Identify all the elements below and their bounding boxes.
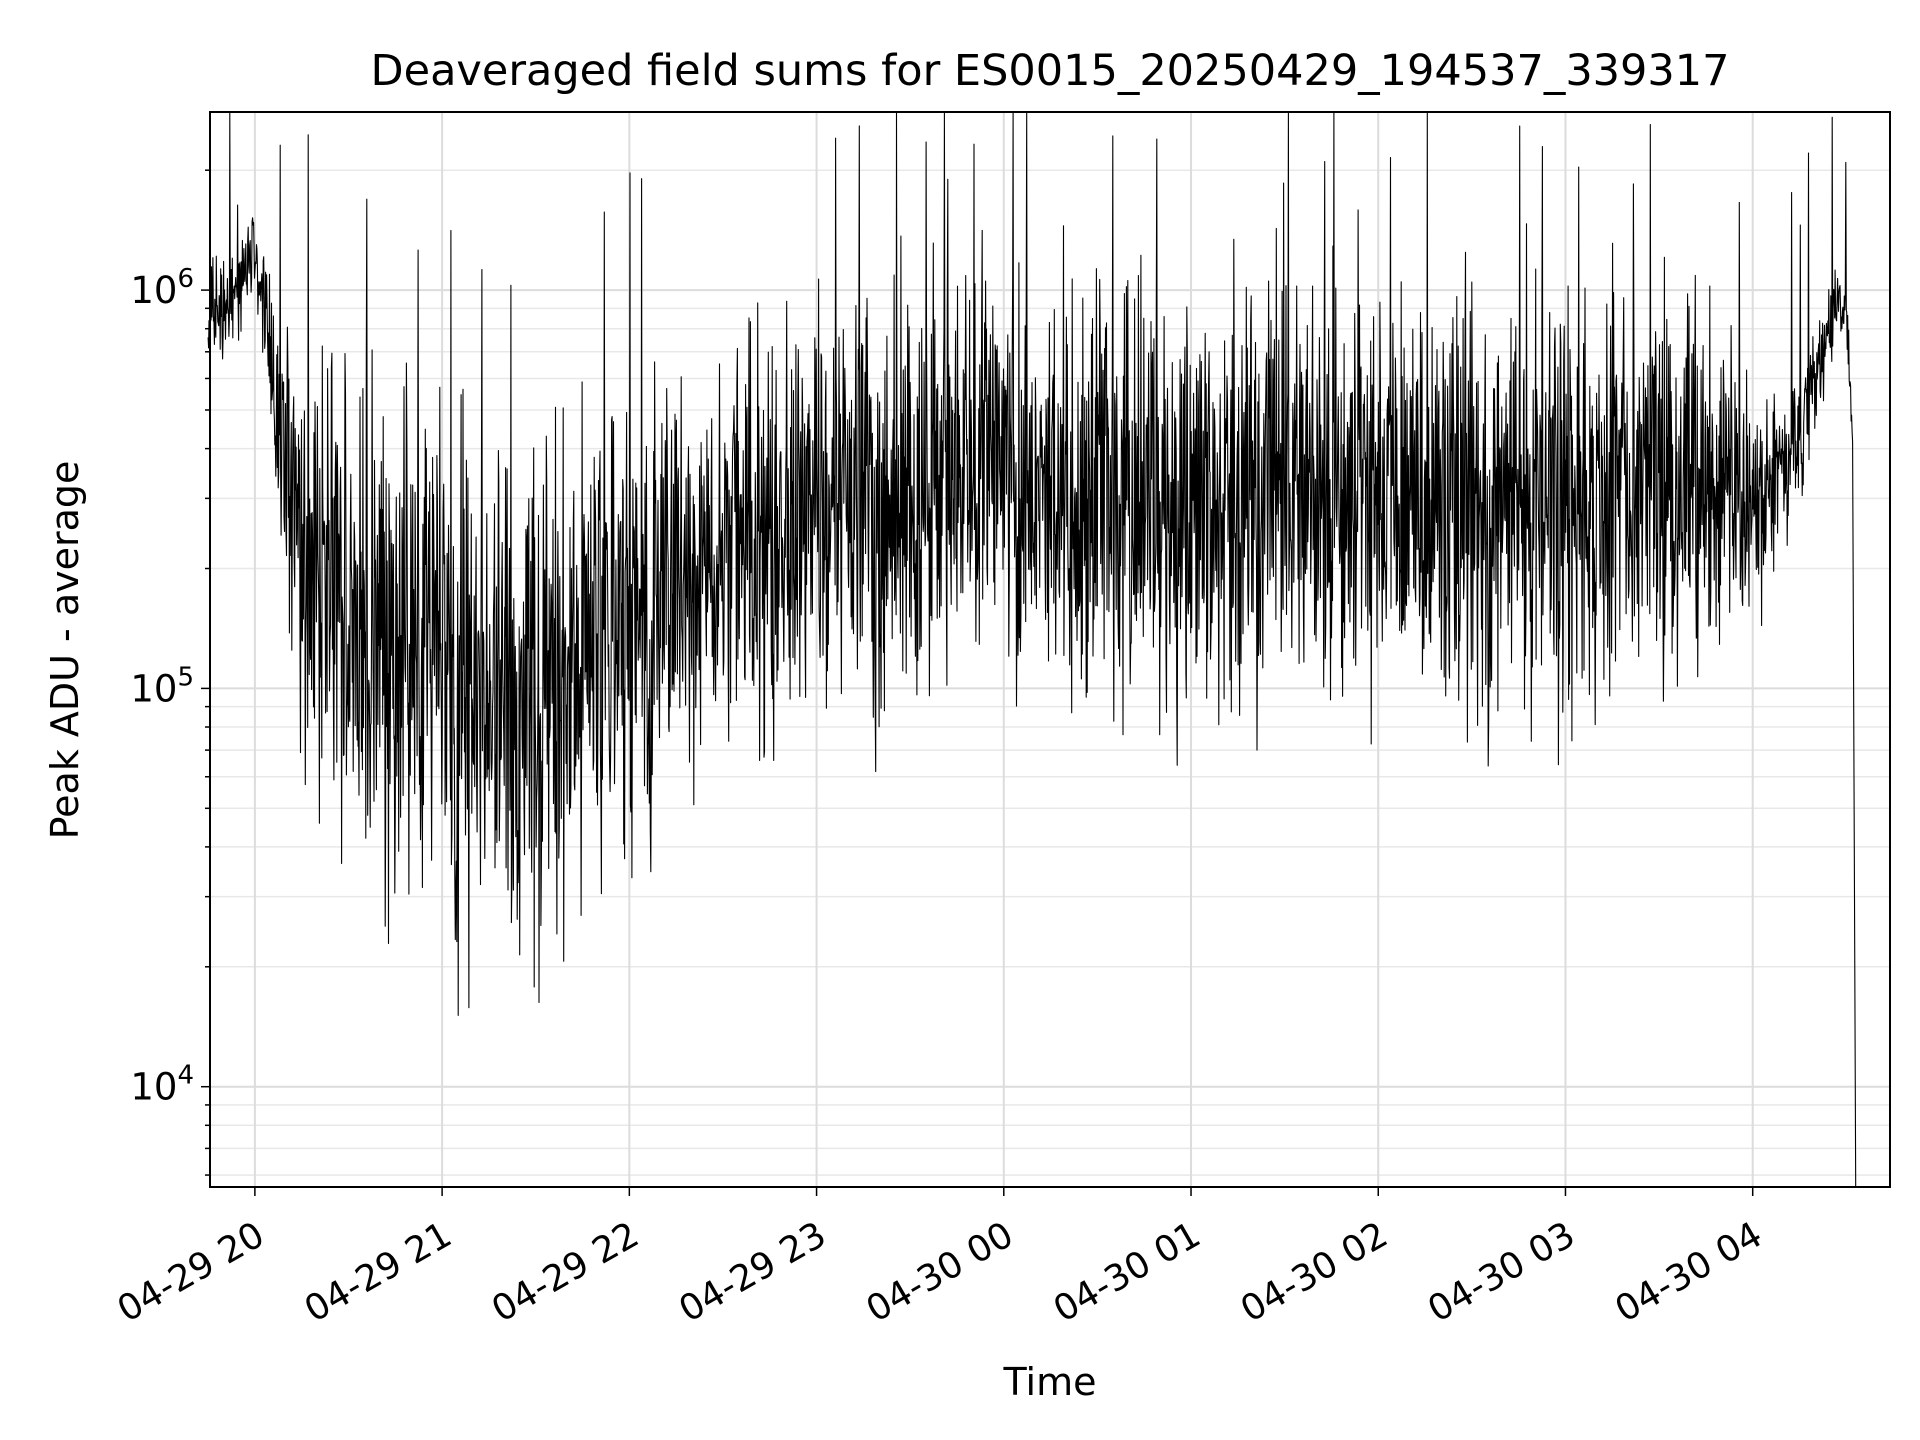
plot-area-frame <box>209 111 1891 1188</box>
y-tick-base: 10 <box>130 269 177 312</box>
x-axis-label: Time <box>1003 1360 1097 1404</box>
y-tick-base: 10 <box>130 1066 177 1109</box>
y-tick-label: 106 <box>130 264 194 312</box>
y-tick-exponent: 4 <box>177 1061 194 1091</box>
y-tick-base: 10 <box>130 667 177 710</box>
y-axis-label: Peak ADU - average <box>43 461 87 840</box>
chart-title: Deaveraged field sums for ES0015_2025042… <box>371 46 1730 96</box>
y-tick-label: 105 <box>130 662 194 710</box>
series-line <box>207 111 1857 1188</box>
y-tick-exponent: 5 <box>177 662 194 692</box>
y-tick-exponent: 6 <box>177 264 194 294</box>
series-layer <box>207 111 1857 1188</box>
y-tick-label: 104 <box>130 1061 194 1109</box>
